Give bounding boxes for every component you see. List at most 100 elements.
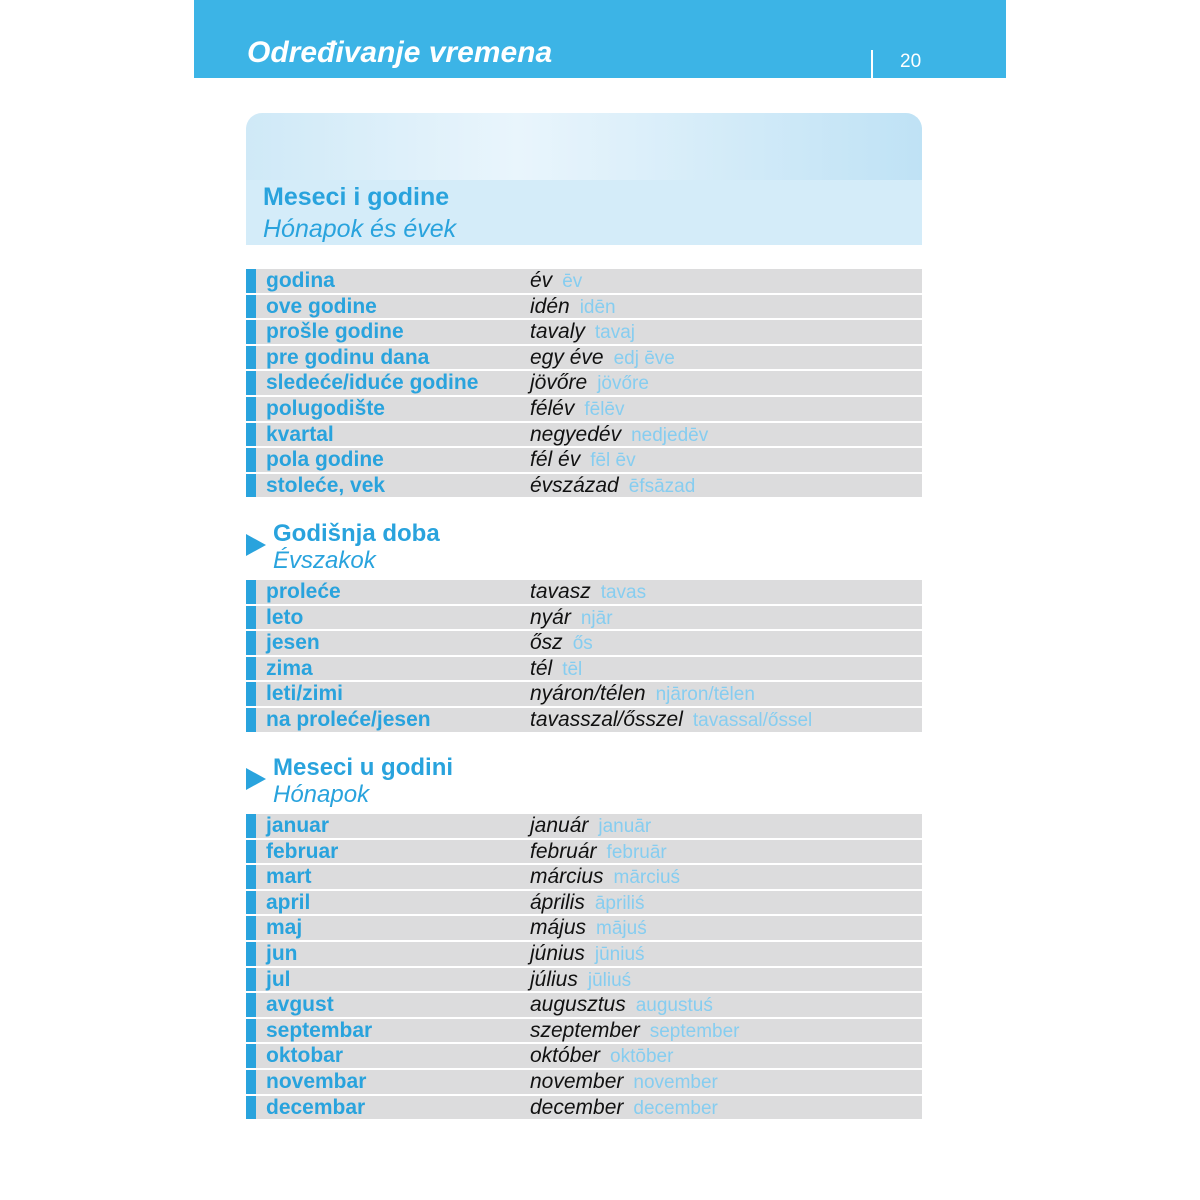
row-accent bbox=[246, 967, 256, 992]
hungarian-phrase: november november bbox=[530, 1070, 718, 1095]
banner-band bbox=[246, 180, 922, 245]
pronunciation: nedjedēv bbox=[631, 424, 709, 446]
serbian-phrase: oktobar bbox=[266, 1044, 344, 1068]
pronunciation: december bbox=[633, 1097, 718, 1119]
serbian-phrase: jun bbox=[266, 942, 298, 965]
phrase-row: prošle godine tavaly tavaj bbox=[246, 320, 922, 344]
serbian-phrase: mart bbox=[266, 865, 312, 889]
hungarian-phrase: jövőre jövőre bbox=[530, 371, 649, 396]
section-subtitle: Évszakok bbox=[273, 547, 376, 574]
pronunciation: september bbox=[649, 1020, 740, 1042]
phrase-row: maj május mājuś bbox=[246, 916, 922, 940]
phrase-row: septembar szeptember september bbox=[246, 1018, 922, 1044]
serbian-phrase: pola godine bbox=[266, 448, 384, 472]
hungarian-phrase: nyáron/télen njāron/tēlen bbox=[530, 682, 755, 707]
hungarian-text: december bbox=[530, 1095, 624, 1119]
hungarian-text: tél bbox=[530, 656, 553, 680]
serbian-phrase: decembar bbox=[266, 1095, 366, 1119]
hungarian-text: április bbox=[530, 890, 585, 914]
hungarian-text: idén bbox=[530, 294, 570, 318]
hungarian-text: augusztus bbox=[530, 993, 626, 1017]
row-accent bbox=[246, 839, 256, 864]
pronunciation: tavassal/őssel bbox=[692, 710, 813, 731]
row-accent bbox=[246, 397, 256, 421]
serbian-phrase: pre godinu dana bbox=[266, 345, 430, 369]
row-accent bbox=[246, 473, 256, 498]
section-marker bbox=[246, 534, 266, 556]
divider bbox=[871, 50, 873, 78]
phrase-row: pola godine fél év fēl ēv bbox=[246, 448, 922, 472]
section-marker bbox=[246, 768, 266, 790]
serbian-phrase: avgust bbox=[266, 993, 334, 1017]
phrase-row: na proleće/jesen tavasszal/ősszel tavassal… bbox=[246, 708, 922, 732]
hungarian-text: július bbox=[530, 967, 578, 991]
hungarian-phrase: félév fēlēv bbox=[530, 397, 625, 422]
row-accent bbox=[246, 269, 256, 293]
hungarian-phrase: február februār bbox=[530, 840, 667, 865]
pronunciation: fēl ēv bbox=[590, 450, 636, 472]
pronunciation: ēfsāzad bbox=[628, 475, 696, 497]
hungarian-text: február bbox=[530, 839, 597, 863]
serbian-phrase: sledeće/iduće godine bbox=[266, 371, 479, 395]
row-accent bbox=[246, 294, 256, 319]
serbian-phrase: maj bbox=[266, 916, 303, 940]
hungarian-phrase: június jūniuś bbox=[530, 942, 645, 967]
serbian-phrase: novembar bbox=[266, 1070, 367, 1093]
pronunciation: tavaj bbox=[594, 322, 635, 344]
hungarian-text: tavasszal/ősszel bbox=[530, 708, 683, 731]
hungarian-phrase: október oktōber bbox=[530, 1044, 673, 1069]
row-accent bbox=[246, 448, 256, 472]
hungarian-phrase: július jūliuś bbox=[530, 968, 631, 993]
hungarian-text: október bbox=[530, 1044, 601, 1068]
row-accent bbox=[246, 371, 256, 395]
serbian-phrase: prošle godine bbox=[266, 320, 404, 344]
hungarian-phrase: augusztus augustuś bbox=[530, 993, 713, 1018]
hungarian-phrase: nyár njār bbox=[530, 606, 613, 631]
row-accent bbox=[246, 422, 256, 447]
row-accent bbox=[246, 605, 256, 630]
row-accent bbox=[246, 345, 256, 370]
phrase-row: avgust augusztus augustuś bbox=[246, 993, 922, 1017]
hungarian-phrase: december december bbox=[530, 1096, 718, 1121]
hungarian-text: egy éve bbox=[530, 345, 604, 369]
row-accent bbox=[246, 656, 256, 681]
serbian-phrase: na proleće/jesen bbox=[266, 708, 431, 731]
phrase-row: kvartal negyedév nedjedēv bbox=[246, 422, 922, 448]
hungarian-phrase: idén idēn bbox=[530, 295, 616, 320]
pronunciation: mājuś bbox=[596, 918, 647, 940]
hungarian-text: március bbox=[530, 865, 604, 889]
hungarian-text: január bbox=[530, 814, 589, 837]
hungarian-text: szeptember bbox=[530, 1018, 640, 1042]
serbian-phrase: leti/zimi bbox=[266, 682, 344, 706]
hungarian-text: tavasz bbox=[530, 580, 591, 603]
hungarian-text: fél év bbox=[530, 448, 581, 472]
banner-subtitle: Hónapok és évek bbox=[263, 215, 457, 243]
pronunciation: jūliuś bbox=[587, 969, 632, 991]
pronunciation: november bbox=[633, 1072, 718, 1093]
serbian-phrase: septembar bbox=[266, 1018, 373, 1042]
hungarian-text: negyedév bbox=[530, 422, 622, 446]
banner: Meseci i godine Hónapok és évek bbox=[246, 113, 922, 245]
hungarian-phrase: negyedév nedjedēv bbox=[530, 423, 708, 448]
section-subtitle: Hónapok bbox=[273, 781, 370, 808]
phrase-row: zima tél tēl bbox=[246, 656, 922, 681]
row-accent bbox=[246, 708, 256, 732]
row-accent bbox=[246, 1018, 256, 1043]
section-title: Meseci u godini bbox=[273, 754, 454, 781]
pronunciation: oktōber bbox=[610, 1046, 674, 1068]
phrase-row: godina év ēv bbox=[246, 269, 922, 293]
hungarian-phrase: tavaly tavaj bbox=[530, 320, 635, 345]
phrase-row: proleće tavasz tavas bbox=[246, 580, 922, 604]
header-bar: Određivanje vremena 20 bbox=[194, 0, 1006, 78]
hungarian-phrase: szeptember september bbox=[530, 1019, 740, 1044]
phrase-row: jesen ősz ős bbox=[246, 631, 922, 655]
pronunciation: jövőre bbox=[597, 373, 649, 395]
row-accent bbox=[246, 682, 256, 706]
row-accent bbox=[246, 580, 256, 604]
phrase-row: mart március mārciuś bbox=[246, 865, 922, 889]
serbian-phrase: leto bbox=[266, 605, 304, 629]
hungarian-text: nyáron/télen bbox=[530, 682, 646, 706]
hungarian-text: nyár bbox=[530, 605, 571, 629]
serbian-phrase: jesen bbox=[266, 631, 320, 655]
